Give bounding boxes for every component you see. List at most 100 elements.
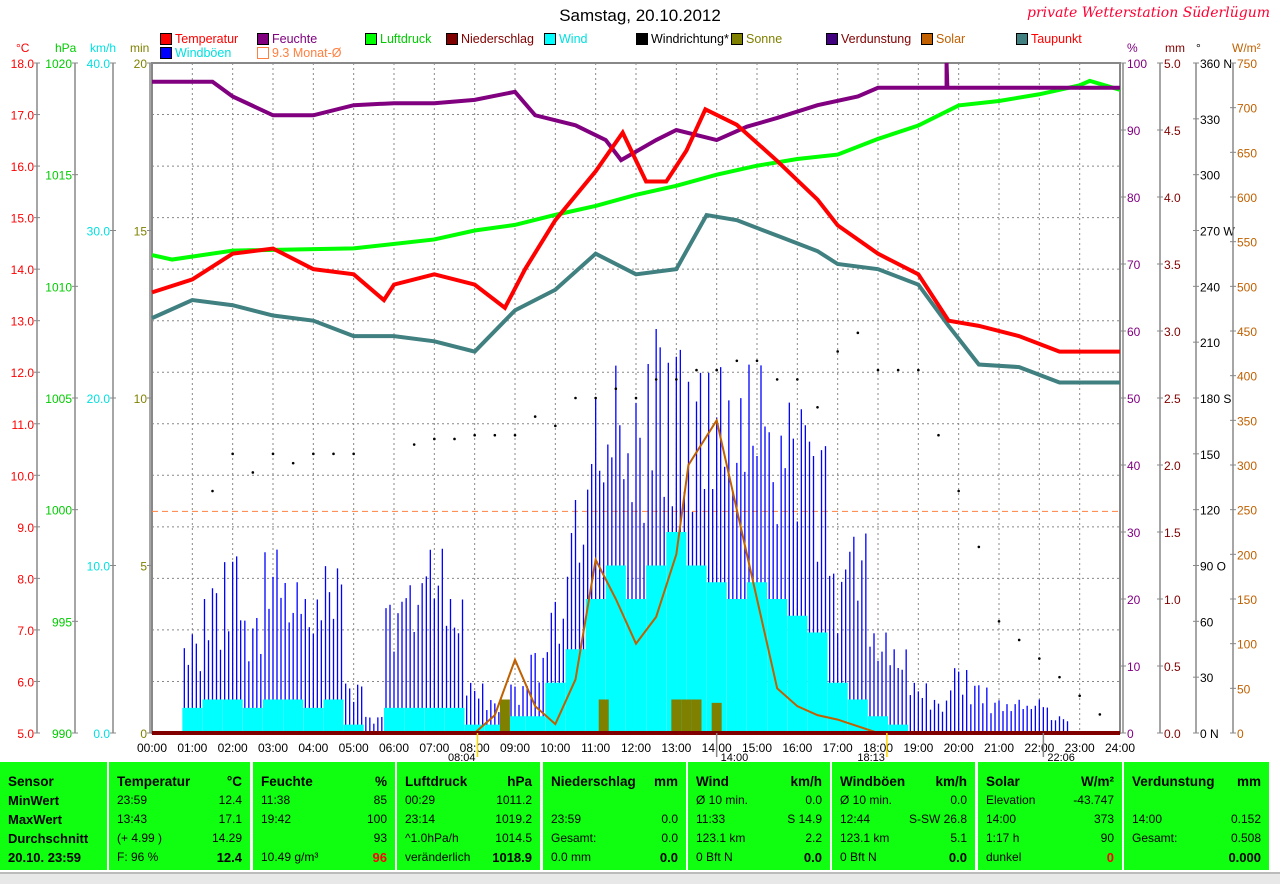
cell-label: Elevation: [986, 793, 1036, 807]
wind-direction-dot: [574, 396, 577, 400]
sun-tick-label: 20: [134, 57, 148, 71]
wind-bar: [787, 615, 808, 733]
wind-direction-dot: [634, 396, 638, 400]
legend-swatch: [257, 33, 269, 45]
cell-value: 0.000: [1228, 849, 1261, 865]
x-tick-label: 10:00: [540, 741, 570, 755]
legend-item: 9.3 Monat-Ø: [257, 46, 341, 60]
cell-value: 0.0: [948, 849, 967, 865]
humidity-tick-label: 0: [1127, 727, 1134, 741]
wind-bar: [666, 532, 687, 733]
wind-direction-dot: [1078, 694, 1081, 698]
cell-value: 17.1: [218, 812, 242, 826]
solar-tick-label: 500: [1237, 280, 1257, 294]
humidity-tick-label: 30: [1127, 526, 1141, 540]
cell-label: (+ 4.99 ): [117, 831, 163, 845]
wind-direction-dot: [291, 461, 295, 465]
wind-direction-dot: [675, 378, 678, 381]
direction-axis-unit: °: [1196, 41, 1201, 55]
table-row: MinWert: [8, 791, 99, 809]
table-row: MaxWert: [8, 810, 99, 828]
temp-tick-label: 17.0: [11, 109, 35, 123]
wind-bar: [464, 724, 485, 733]
table-row: veränderlich 1018.9: [405, 848, 532, 866]
table-row: Gesamt: 0.0: [551, 829, 678, 847]
cell-value: 12.4: [218, 793, 242, 807]
pressure-tick-label: 1005: [45, 392, 72, 406]
wind-bar: [263, 699, 283, 733]
wind-direction-dot: [231, 452, 234, 456]
temp-tick-label: 14.0: [11, 263, 35, 277]
x-tick-label: 05:00: [339, 741, 369, 755]
sun-tick-label: 10: [134, 392, 148, 406]
rain-tick-label: 1.5: [1164, 526, 1181, 540]
cell-value: 12.4: [216, 849, 242, 865]
cell-value: 14.29: [211, 831, 242, 845]
temp-tick-label: 16.0: [11, 160, 35, 174]
x-tick-label: 15:00: [742, 741, 772, 755]
table-header: Niederschlag mm: [551, 772, 678, 790]
table-row: 123.1 km 2.2: [696, 829, 822, 847]
pressure-tick-label: 1015: [45, 169, 72, 183]
cell-label: Durchschnitt: [8, 830, 89, 846]
legend-label: Taupunkt: [1031, 32, 1082, 46]
solar-line: [152, 417, 1120, 734]
wind-direction-dot: [695, 368, 698, 372]
cell-label: 23:59: [117, 793, 148, 807]
wind-bar: [726, 599, 747, 733]
cell-label: Luftdruck: [405, 773, 468, 789]
legend-label: Temperatur: [175, 32, 239, 46]
x-tick-label: 20:00: [944, 741, 974, 755]
x-tick-label: 08:00: [460, 741, 490, 755]
cell-label: 123.1 km: [696, 831, 746, 845]
rain-tick-label: 5.0: [1164, 57, 1181, 71]
cell-label: MaxWert: [8, 811, 62, 827]
wind-direction-dot: [735, 359, 739, 363]
table-row: 13:43 17.1: [117, 810, 242, 828]
table-header: Windböen km/h: [840, 772, 967, 790]
cell-label: 12:44: [840, 812, 871, 826]
table-column-temperatur: Temperatur °C 23:59 12.4 13:43 17.1 (+ 4.99 ) 1…: [109, 762, 250, 870]
cell-label: Solar: [986, 773, 1020, 789]
legend-swatch: [257, 47, 269, 59]
table-row: 19:42 100: [261, 810, 387, 828]
humidity-axis-unit: %: [1127, 41, 1138, 55]
cell-value: 0.508: [1230, 831, 1261, 845]
solar-tick-label: 0: [1237, 727, 1244, 741]
cell-label: 20.10. 23:59: [8, 849, 82, 865]
wind-direction-dot: [453, 437, 456, 441]
table-row: 14:00 373: [986, 810, 1114, 828]
table-row: ^1.0hPa/h 1014.5: [405, 829, 532, 847]
table-row: 0 Bft N 0.0: [840, 848, 967, 866]
cell-value: 1018.9: [492, 849, 532, 865]
sunshine-bar: [691, 699, 702, 733]
solar-tick-label: 450: [1237, 325, 1257, 339]
wind-direction-dot: [796, 378, 799, 381]
wind-bar: [605, 565, 626, 733]
direction-tick-label: 30: [1200, 671, 1214, 685]
wind-bar: [444, 707, 465, 733]
wind-tick-label: 30.0: [87, 225, 111, 239]
x-tick-label: 07:00: [419, 741, 449, 755]
wind-bar: [706, 582, 727, 733]
cell-value: 373: [1093, 812, 1114, 826]
wind-direction-dot: [513, 433, 517, 437]
solar-tick-label: 50: [1237, 682, 1251, 696]
wind-direction-dot: [654, 378, 658, 381]
humidity-tick-label: 60: [1127, 325, 1141, 339]
wind-direction-dot: [977, 545, 981, 549]
wind-direction-dot: [816, 406, 819, 409]
cell-label: 23:14: [405, 812, 436, 826]
table-row: 93: [261, 829, 387, 847]
luftdruck-line: [151, 78, 1121, 262]
cell-value: mm: [1236, 773, 1261, 789]
sun-tick-label: 5: [140, 560, 147, 574]
wind-direction-dot: [856, 331, 860, 335]
humidity-tick-label: 90: [1127, 124, 1141, 138]
cell-value: 0.0: [950, 793, 967, 807]
rain-tick-label: 0.0: [1164, 727, 1181, 741]
x-tick-label: 17:00: [823, 741, 853, 755]
temp-tick-label: 18.0: [11, 57, 35, 71]
x-tick-label: 03:00: [258, 741, 288, 755]
table-header: Luftdruck hPa: [405, 772, 532, 790]
